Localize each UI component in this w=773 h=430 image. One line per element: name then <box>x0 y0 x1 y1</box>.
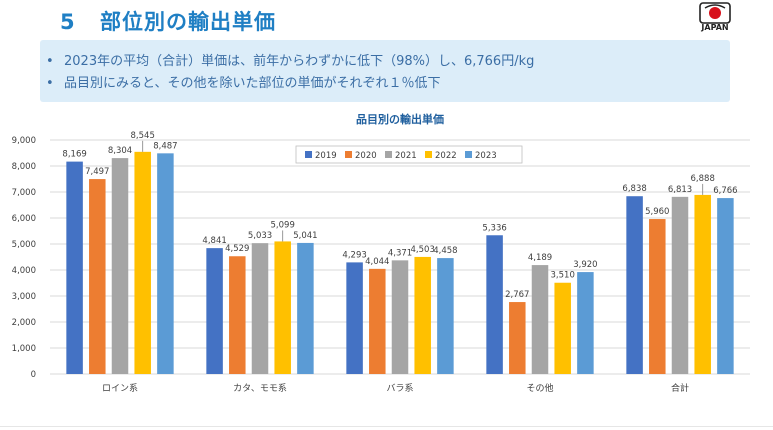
data-label: 4,458 <box>433 246 457 256</box>
x-category-label: その他 <box>526 382 553 394</box>
logo-text: JAPAN <box>701 23 729 32</box>
chart-title: 品目別の輸出単価 <box>356 112 444 126</box>
bar <box>66 161 83 374</box>
slide-title: 部位別の輸出単価 <box>100 10 276 34</box>
data-label: 3,510 <box>551 271 575 281</box>
bar <box>89 179 106 374</box>
data-label: 8,304 <box>108 146 132 156</box>
bar <box>626 196 643 374</box>
legend-swatch <box>305 151 312 158</box>
bar <box>531 265 549 374</box>
y-tick-label: 0 <box>31 370 36 380</box>
x-category-label: カタ、モモ系 <box>233 383 287 394</box>
bar <box>649 219 666 374</box>
data-label: 8,487 <box>153 141 177 151</box>
data-label: 5,336 <box>482 223 506 233</box>
bar <box>414 256 431 374</box>
summary-bullet: • 品目別にみると、その他を除いた部位の単価がそれぞれ１％低下 <box>46 76 441 91</box>
data-label: 5,960 <box>645 207 669 217</box>
japan-logo: JAPAN <box>697 2 733 32</box>
bar <box>157 153 174 374</box>
y-tick-label: 5,000 <box>12 240 36 250</box>
legend-label: 2020 <box>355 151 377 161</box>
data-label: 5,041 <box>293 231 317 241</box>
legend-swatch <box>425 151 432 158</box>
y-tick-label: 2,000 <box>12 318 36 328</box>
legend-label: 2019 <box>315 151 337 161</box>
bar <box>111 158 129 374</box>
unit-price-chart: 品目別の輸出単価 0 1,000 2,000 3,000 4,000 5,000 6,000 7… <box>12 112 750 394</box>
legend-label: 2021 <box>395 151 417 161</box>
x-category-label: バラ系 <box>386 383 413 394</box>
summary-box: • 2023年の平均（合計）単価は、前年からわずかに低下（98%）し、6,766円… <box>40 40 730 102</box>
bar <box>437 258 454 374</box>
data-label: 5,033 <box>248 231 272 241</box>
data-label: 8,545 <box>131 131 155 141</box>
logo-mark-icon <box>699 2 731 24</box>
bar <box>229 256 246 374</box>
bar <box>391 260 409 374</box>
y-tick-label: 4,000 <box>12 266 36 276</box>
bar <box>369 268 386 374</box>
bar <box>509 302 526 374</box>
data-label: 2,767 <box>505 290 529 300</box>
legend-box <box>295 145 523 164</box>
y-tick-label: 7,000 <box>12 188 36 198</box>
bar <box>694 194 711 374</box>
data-label: 8,169 <box>62 150 86 160</box>
y-tick-label: 9,000 <box>12 136 36 146</box>
page-title: 5 部位別の輸出単価 <box>60 6 276 36</box>
bar <box>486 235 503 374</box>
legend-swatch <box>385 151 392 158</box>
footer-divider <box>0 426 773 427</box>
y-tick-label: 1,000 <box>12 344 36 354</box>
bar <box>251 243 269 374</box>
legend-label: 2023 <box>475 151 497 161</box>
bar <box>346 262 363 374</box>
bar <box>554 282 571 374</box>
bar <box>206 248 223 374</box>
bar <box>134 151 151 374</box>
x-category-label: ロイン系 <box>102 383 138 394</box>
y-tick-label: 8,000 <box>12 162 36 172</box>
slide-number: 5 <box>60 10 76 34</box>
data-label: 5,099 <box>271 220 295 230</box>
legend-swatch <box>345 151 352 158</box>
data-label: 3,920 <box>573 260 597 270</box>
data-label: 7,497 <box>85 167 109 177</box>
bar <box>577 272 594 374</box>
data-label: 6,838 <box>622 184 646 194</box>
bar <box>717 198 734 374</box>
data-label: 4,841 <box>202 236 226 246</box>
data-label: 4,044 <box>365 257 389 267</box>
bullet-text: 2023年の平均（合計）単価は、前年からわずかに低下（98%）し、6,766円/… <box>64 54 535 69</box>
summary-bullet: • 2023年の平均（合計）単価は、前年からわずかに低下（98%）し、6,766円… <box>46 54 535 69</box>
legend-label: 2022 <box>435 151 457 161</box>
bullet-text: 品目別にみると、その他を除いた部位の単価がそれぞれ１％低下 <box>64 76 441 91</box>
data-label: 6,766 <box>713 186 737 196</box>
data-label: 4,371 <box>388 248 412 258</box>
data-label: 6,813 <box>668 185 692 195</box>
bar <box>671 196 689 374</box>
data-label: 4,529 <box>225 244 249 254</box>
bar <box>274 241 291 374</box>
legend-swatch <box>465 151 472 158</box>
data-label: 4,293 <box>342 250 366 260</box>
data-label: 6,888 <box>691 174 715 184</box>
x-category-label: 合計 <box>671 382 689 394</box>
y-tick-label: 6,000 <box>12 214 36 224</box>
y-tick-label: 3,000 <box>12 292 36 302</box>
bar <box>297 242 314 374</box>
data-label: 4,503 <box>411 245 435 255</box>
data-label: 4,189 <box>528 253 552 263</box>
